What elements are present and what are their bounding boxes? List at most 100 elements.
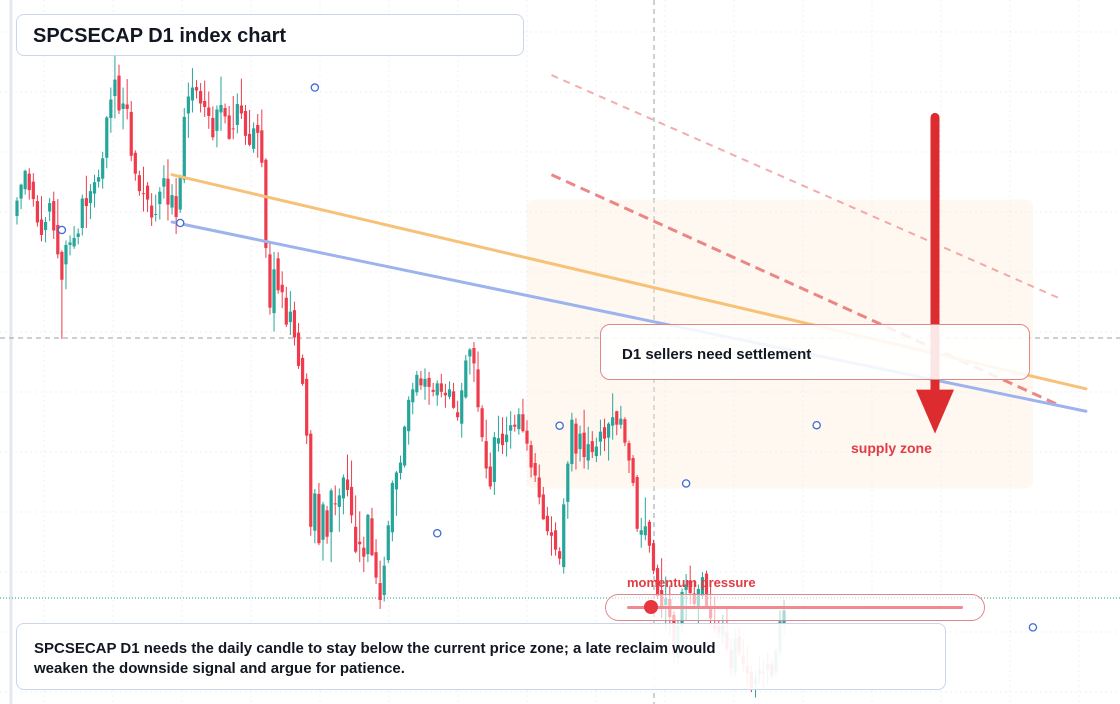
candle-body — [260, 130, 264, 163]
candle-body — [199, 91, 203, 104]
candle-body — [655, 568, 660, 597]
candle-body — [243, 110, 248, 136]
candle-body — [23, 170, 27, 190]
candle-body — [341, 477, 345, 499]
signal-marker — [432, 529, 442, 538]
candle-body — [398, 462, 403, 474]
candle-body — [615, 411, 619, 425]
candle-body — [464, 360, 468, 398]
candle-body — [133, 152, 137, 174]
candle-body — [623, 419, 627, 443]
signal-marker — [310, 83, 320, 92]
candle-body — [590, 441, 594, 453]
candle-body — [390, 482, 394, 533]
candle-body — [415, 374, 419, 393]
candle-body — [19, 184, 23, 199]
note-box: SPCSECAP D1 needs the daily candle to st… — [16, 623, 946, 690]
candle-body — [378, 583, 382, 600]
candle-body — [541, 494, 545, 520]
candle-body — [570, 419, 574, 465]
title-box: SPCSECAP D1 index chart — [16, 14, 524, 56]
candle-body — [317, 493, 321, 544]
candle-body — [186, 96, 190, 114]
candle-body — [643, 526, 647, 536]
candle-body — [472, 348, 476, 364]
candle-body — [700, 577, 705, 597]
candle-body — [619, 418, 623, 425]
candle-body — [553, 530, 558, 550]
candle-body — [76, 233, 80, 237]
candle-body — [52, 201, 56, 231]
candle-body — [239, 105, 243, 114]
candle-body — [31, 181, 35, 200]
candle-body — [447, 389, 452, 397]
candle-body — [264, 159, 268, 248]
candle-body — [578, 433, 582, 450]
candle-body — [562, 504, 566, 568]
candle-body — [517, 414, 521, 430]
candle-body — [627, 443, 631, 461]
candle-body — [207, 107, 211, 116]
candle-body — [235, 103, 239, 125]
candle-body — [688, 580, 692, 594]
candle-body — [174, 196, 178, 218]
candle-body — [684, 584, 688, 591]
candle-body — [537, 477, 541, 498]
candle-body — [427, 377, 431, 387]
candle-body — [48, 203, 52, 212]
candle-body — [549, 532, 554, 536]
candle-body — [704, 573, 709, 606]
candle-body — [166, 178, 170, 205]
candle-body — [476, 369, 480, 408]
candle-body — [117, 75, 121, 111]
candle-body — [125, 104, 129, 109]
candle-body — [635, 476, 639, 529]
candle-body — [101, 158, 105, 179]
candle-body — [158, 191, 162, 205]
candle-body — [15, 200, 19, 217]
candle-body — [105, 117, 109, 158]
candle-body — [374, 552, 378, 578]
callout-text: D1 sellers need settlement — [622, 346, 812, 363]
candle-body — [223, 107, 227, 117]
candle-body — [35, 201, 39, 223]
candle-body — [366, 514, 370, 555]
candle-body — [27, 173, 31, 191]
candle-body — [456, 412, 460, 418]
candle-body — [582, 432, 586, 458]
candle-body — [345, 479, 350, 490]
candle-body — [211, 117, 215, 138]
candle-body — [280, 284, 284, 293]
candle-body — [594, 446, 598, 457]
candle-body — [190, 87, 195, 101]
candle-body — [88, 191, 93, 204]
candle-body — [394, 472, 399, 490]
candle-body — [566, 463, 570, 502]
candle-body — [247, 133, 252, 145]
candle-body — [411, 389, 415, 403]
candle-body — [276, 258, 280, 291]
candle-body — [39, 219, 44, 235]
candle-body — [362, 547, 366, 557]
candle-body — [60, 251, 64, 280]
candle-body — [545, 515, 549, 532]
candle-body — [431, 389, 435, 392]
candle-body — [288, 311, 292, 323]
candle-body — [325, 510, 329, 537]
candle-body — [509, 425, 513, 431]
supply-zone-label: supply zone — [851, 440, 932, 456]
signal-marker — [1028, 623, 1038, 632]
candle-body — [194, 87, 199, 91]
candle-body — [137, 175, 141, 192]
candle-body — [162, 178, 166, 187]
candle-body — [460, 390, 464, 424]
signal-marker — [555, 421, 564, 430]
candle-body — [558, 551, 562, 559]
momentum-gauge — [605, 594, 985, 621]
candle-body — [296, 332, 301, 366]
candle-body — [647, 521, 651, 546]
candle-body — [43, 222, 48, 230]
candle-body — [145, 185, 150, 200]
momentum-track — [627, 606, 963, 609]
candle-body — [141, 193, 146, 195]
